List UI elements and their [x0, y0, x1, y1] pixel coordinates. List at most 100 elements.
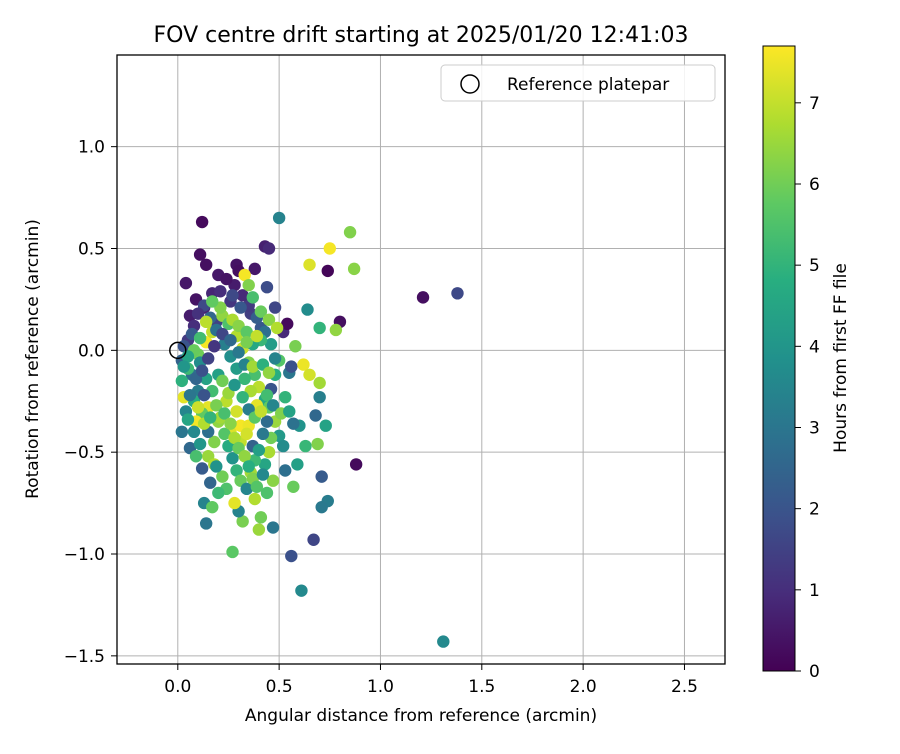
- data-point: [315, 500, 328, 514]
- data-point: [254, 405, 268, 418]
- data-point: [204, 411, 217, 424]
- data-point: [246, 360, 259, 373]
- data-point: [218, 427, 231, 441]
- data-point: [260, 280, 274, 294]
- y-tick-label: 0.0: [78, 341, 105, 361]
- legend: Reference platepar: [440, 64, 716, 102]
- data-point: [287, 480, 300, 493]
- data-point: [204, 476, 217, 489]
- data-point: [291, 458, 304, 471]
- data-point: [260, 388, 274, 402]
- data-point: [313, 390, 326, 404]
- data-point: [303, 368, 316, 381]
- data-point: [224, 333, 237, 347]
- x-gridlines: [177, 55, 685, 664]
- data-point: [236, 390, 249, 404]
- data-point: [226, 452, 239, 465]
- data-point: [189, 450, 203, 463]
- data-point: [262, 313, 276, 326]
- data-point: [193, 248, 207, 261]
- data-point: [181, 413, 195, 426]
- colorbar-tick-label: 0: [809, 662, 820, 682]
- data-point: [199, 258, 213, 271]
- data-point: [246, 291, 259, 304]
- data-point: [228, 496, 241, 510]
- colorbar-tick-label: 4: [809, 337, 820, 357]
- x-axis-label: Angular distance from reference (arcmin): [245, 706, 597, 726]
- data-point: [451, 287, 464, 300]
- data-point: [272, 211, 286, 225]
- data-point: [242, 278, 255, 292]
- data-point: [177, 360, 191, 373]
- data-point: [210, 399, 223, 412]
- data-point: [254, 305, 268, 318]
- data-point: [236, 289, 249, 302]
- data-point: [295, 584, 308, 597]
- data-point: [262, 366, 276, 379]
- data-point: [197, 388, 211, 402]
- data-point: [220, 272, 233, 286]
- colorbar-tick-label: 7: [809, 94, 820, 114]
- data-point: [309, 409, 322, 422]
- data-point: [216, 374, 229, 388]
- data-point: [264, 338, 278, 351]
- data-point: [208, 435, 221, 449]
- data-point: [226, 545, 239, 559]
- data-point: [307, 533, 320, 546]
- data-point: [285, 360, 298, 373]
- colorbar-tick-label: 1: [809, 581, 820, 601]
- y-tick-label: 0.5: [78, 239, 105, 259]
- data-point: [191, 307, 205, 320]
- data-point: [254, 511, 268, 524]
- data-point: [313, 376, 326, 390]
- data-point: [195, 364, 209, 377]
- data-point: [262, 242, 276, 255]
- data-point: [266, 521, 280, 534]
- data-point: [230, 405, 243, 418]
- data-point: [279, 464, 292, 477]
- data-point: [268, 301, 282, 314]
- data-point: [299, 439, 312, 453]
- data-point: [301, 303, 314, 316]
- data-point: [285, 549, 298, 563]
- legend-label: Reference platepar: [507, 75, 669, 95]
- data-point: [258, 458, 272, 471]
- data-point: [266, 399, 280, 412]
- y-tick-label: −1.5: [64, 647, 105, 667]
- y-axis-ticks: −1.5 −1.0 −0.5 0.0 0.5 1.0: [64, 138, 117, 667]
- data-point: [266, 474, 280, 487]
- data-point: [214, 285, 227, 298]
- data-point: [242, 460, 255, 473]
- data-point: [232, 346, 245, 359]
- data-point: [281, 317, 294, 331]
- data-point: [321, 264, 334, 278]
- x-tick-label: 2.0: [570, 677, 597, 697]
- data-point: [349, 458, 363, 471]
- data-point: [276, 439, 290, 453]
- data-point: [195, 462, 209, 475]
- data-point: [268, 352, 282, 365]
- x-tick-label: 0.0: [164, 677, 191, 697]
- colorbar-tick-label: 6: [809, 175, 820, 195]
- colorbar-gradient: [762, 45, 796, 672]
- y-axis-label: Rotation from reference (arcmin): [23, 219, 43, 499]
- data-point: [206, 500, 219, 514]
- data-point: [248, 262, 262, 276]
- data-point: [236, 515, 249, 528]
- data-point: [210, 460, 223, 473]
- data-point: [208, 340, 221, 353]
- data-point: [437, 635, 450, 648]
- x-tick-label: 0.5: [266, 677, 293, 697]
- data-point: [287, 417, 300, 430]
- colorbar-tick-label: 3: [809, 418, 820, 438]
- data-point: [416, 291, 430, 304]
- data-point: [183, 388, 197, 402]
- data-point: [323, 242, 336, 255]
- data-point: [250, 480, 264, 493]
- data-point: [199, 517, 213, 530]
- data-point: [240, 427, 253, 441]
- colorbar-tick-label: 2: [809, 500, 820, 520]
- data-point: [218, 407, 231, 420]
- data-point: [206, 295, 219, 308]
